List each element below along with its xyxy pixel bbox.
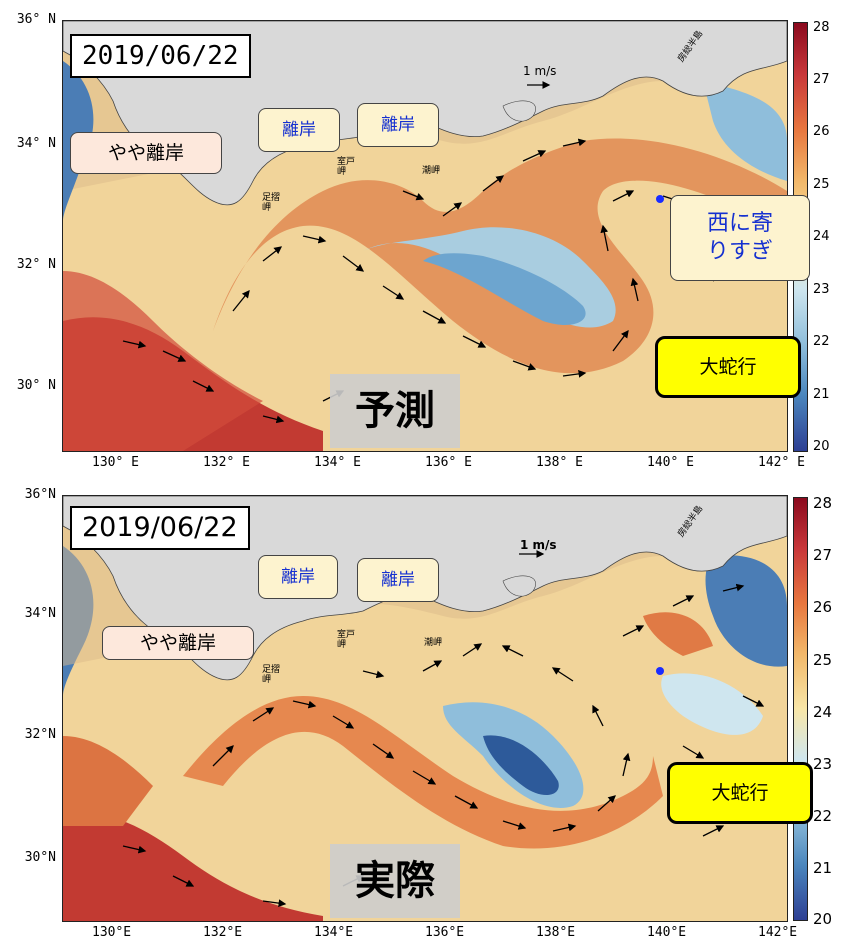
y-tick-30n: 30°N (24, 850, 56, 865)
cbar-tick-25: 25 (813, 177, 830, 192)
x-tick-138e: 138°E (536, 925, 576, 940)
y-tick-34n: 34°N (24, 606, 56, 621)
x-tick-130e: 130°E (92, 925, 132, 940)
panel-title-forecast: 予測 (330, 374, 460, 448)
cbar-tick-22: 22 (813, 334, 830, 349)
cbar-tick-27: 27 (813, 546, 833, 564)
cbar-tick-28: 28 (813, 494, 833, 512)
cbar-tick-22: 22 (813, 807, 833, 825)
y-tick-36n: 36°N (24, 487, 56, 502)
place-ashizuri: 足摺 岬 (262, 193, 281, 213)
place-shionomisaki: 潮岬 (424, 638, 443, 648)
x-tick-140e: 140° E (647, 455, 694, 470)
x-tick-142e: 142°E (758, 925, 798, 940)
cbar-tick-24: 24 (813, 703, 833, 721)
cbar-tick-25: 25 (813, 651, 833, 669)
cbar-tick-28: 28 (813, 20, 830, 35)
panel-title-actual: 実際 (330, 844, 460, 918)
x-tick-136e: 136°E (425, 925, 465, 940)
y-tick-30n: 30° N (16, 378, 56, 393)
vector-reference-label: 1 m/s (523, 64, 557, 78)
callout-offshore-1: 離岸 (258, 108, 340, 152)
callout-offshore-2: 離岸 (357, 103, 439, 147)
actual-panel: 36°N 34°N 32°N 30°N 130°E 132°E 134°E 13… (0, 470, 848, 948)
x-tick-132e: 132°E (203, 925, 243, 940)
place-muroto: 室戸 岬 (337, 630, 356, 650)
x-tick-132e: 132° E (203, 455, 250, 470)
callout-slight-offshore: やや離岸 (70, 132, 222, 174)
x-tick-140e: 140°E (647, 925, 687, 940)
place-ashizuri: 足摺 岬 (262, 665, 281, 685)
callout-large-meander: 大蛇行 (667, 762, 813, 824)
x-tick-138e: 138° E (536, 455, 583, 470)
x-tick-134e: 134° E (314, 455, 361, 470)
place-shionomisaki: 潮岬 (422, 166, 441, 176)
x-tick-136e: 136° E (425, 455, 472, 470)
place-muroto: 室戸 岬 (337, 157, 356, 177)
x-tick-130e: 130° E (92, 455, 139, 470)
cbar-tick-21: 21 (813, 387, 830, 402)
callout-large-meander: 大蛇行 (655, 336, 801, 398)
cbar-tick-23: 23 (813, 755, 833, 773)
x-tick-142e: 142° E (758, 455, 805, 470)
colorbar (793, 497, 808, 921)
vector-reference-label: 1 m/s (520, 538, 557, 552)
cbar-tick-23: 23 (813, 282, 830, 297)
y-tick-32n: 32° N (16, 257, 56, 272)
cbar-tick-20: 20 (813, 910, 833, 928)
cbar-tick-27: 27 (813, 72, 830, 87)
cbar-tick-21: 21 (813, 859, 833, 877)
date-label: 2019/06/22 (70, 34, 251, 78)
callout-slight-offshore: やや離岸 (102, 626, 254, 660)
x-tick-134e: 134°E (314, 925, 354, 940)
y-tick-32n: 32°N (24, 727, 56, 742)
y-tick-34n: 34° N (16, 136, 56, 151)
callout-offshore-2: 離岸 (357, 558, 439, 602)
cbar-tick-26: 26 (813, 598, 833, 616)
cbar-tick-20: 20 (813, 439, 830, 454)
date-label: 2019/06/22 (70, 506, 250, 550)
callout-too-west: 西に寄 りすぎ (670, 195, 810, 281)
callout-offshore-1: 離岸 (258, 555, 338, 599)
cbar-tick-26: 26 (813, 124, 830, 139)
cbar-tick-24: 24 (813, 229, 830, 244)
y-tick-36n: 36° N (16, 12, 56, 27)
forecast-panel: 36° N 34° N 32° N 30° N 130° E 132° E 13… (0, 0, 848, 470)
